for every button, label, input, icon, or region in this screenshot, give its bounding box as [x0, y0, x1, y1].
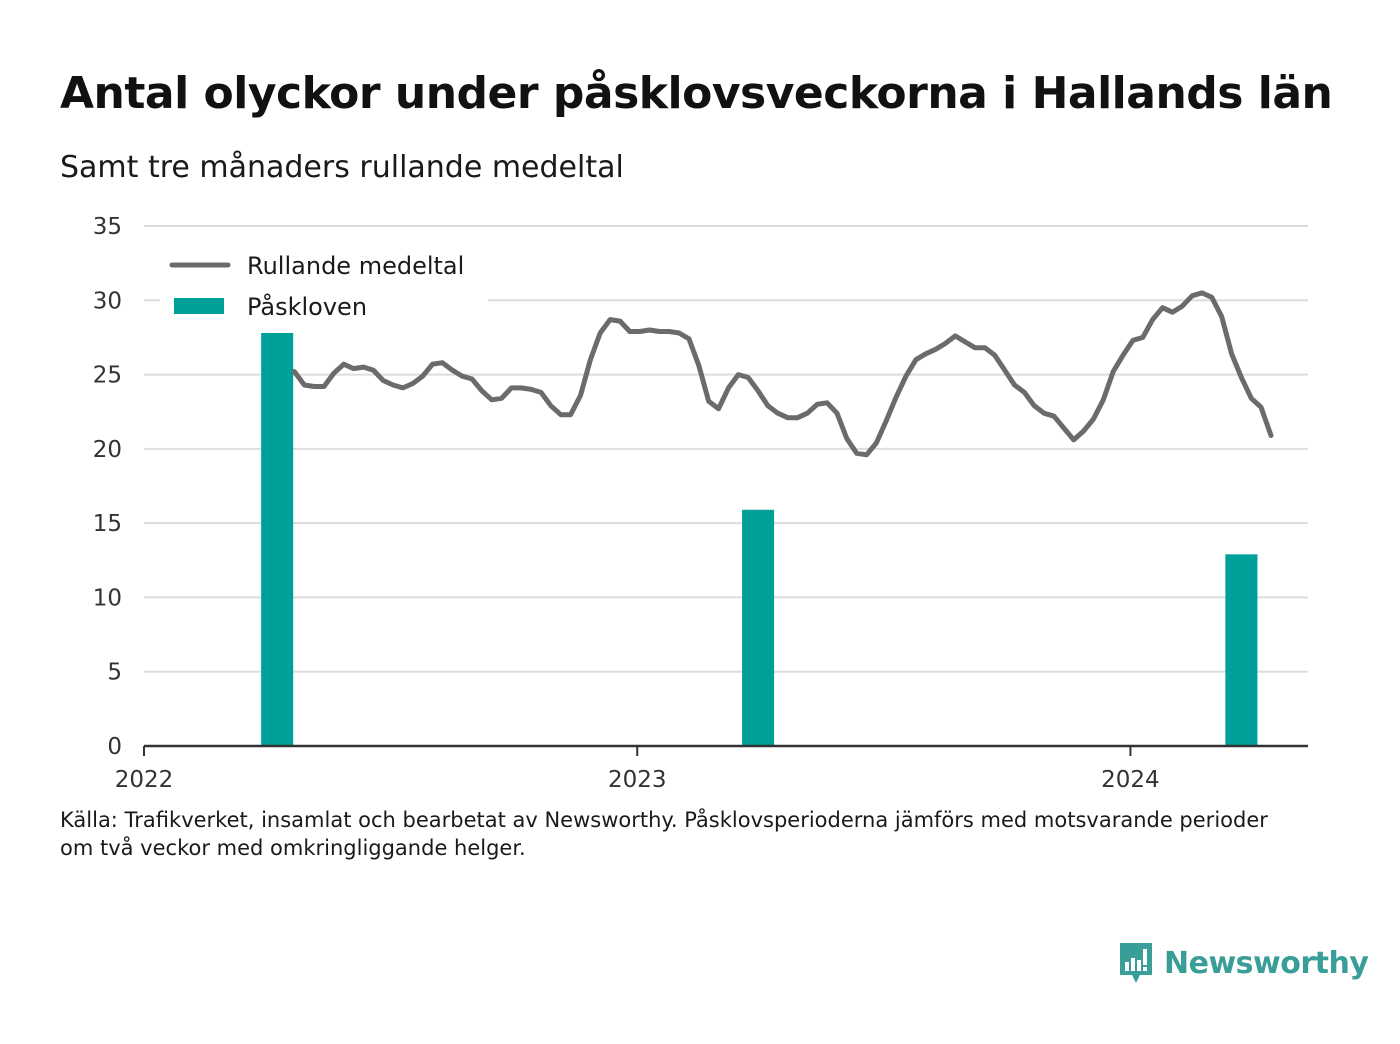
source-note: Källa: Trafikverket, insamlat och bearbe…: [60, 806, 1270, 862]
y-tick-label: 20: [93, 437, 122, 463]
brand-logo: Newsworthy: [1118, 940, 1369, 986]
legend-label: Rullande medeltal: [247, 252, 464, 280]
y-tick-label: 0: [107, 734, 122, 760]
y-tick-label: 30: [93, 288, 122, 314]
legend-label: Påskloven: [247, 292, 367, 321]
x-tick-label: 2022: [115, 767, 174, 793]
newsworthy-logo-icon: [1120, 943, 1152, 983]
bar: [261, 332, 294, 746]
bar-series: [261, 332, 1258, 746]
chart-subtitle: Samt tre månaders rullande medeltal: [60, 150, 624, 185]
y-tick-label: 15: [93, 511, 122, 537]
bar: [1225, 554, 1258, 746]
x-tick-label: 2023: [608, 767, 667, 793]
x-axis: 2022 2023 2024: [115, 744, 1308, 793]
y-axis-labels: 0 5 10 15 20 25 30 35: [93, 214, 122, 760]
line-series: [291, 290, 1274, 458]
bar: [742, 509, 775, 746]
source-line-2: om två veckor med omkringliggande helger…: [60, 836, 526, 860]
source-line-1: Källa: Trafikverket, insamlat och bearbe…: [60, 808, 1268, 832]
y-tick-label: 25: [93, 363, 122, 389]
y-tick-label: 35: [93, 214, 122, 240]
chart-title: Antal olyckor under påsklovsveckorna i H…: [60, 68, 1333, 119]
legend: Rullande medeltal Påskloven: [160, 244, 488, 326]
x-tick-label: 2024: [1101, 767, 1160, 793]
line-path: [291, 290, 1274, 458]
y-tick-label: 10: [93, 585, 122, 611]
legend-swatch-bar: [174, 298, 224, 314]
chart: 2022 2023 2024 0 5 10 15 20 25 30 35 Rullande med…: [93, 214, 1308, 793]
brand-name: Newsworthy: [1164, 945, 1369, 981]
y-tick-label: 5: [107, 660, 122, 686]
